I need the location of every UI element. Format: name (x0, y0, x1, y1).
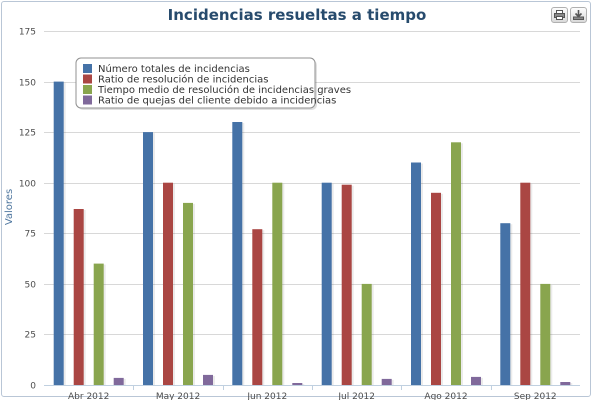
legend-swatch[interactable] (83, 85, 92, 94)
bar[interactable] (232, 122, 243, 385)
x-tick-label: Ago 2012 (424, 392, 467, 400)
bar-shadow (103, 264, 106, 385)
legend-swatch[interactable] (83, 95, 92, 105)
bar-shadow (441, 193, 443, 385)
x-tick-label: Jun 2012 (246, 392, 287, 400)
legend-item-label[interactable]: Número totales de incidencias (98, 63, 250, 75)
bar[interactable] (292, 383, 303, 385)
bar[interactable] (113, 377, 124, 385)
legend-item-label[interactable]: Ratio de resolución de incidencias (98, 74, 268, 86)
bar-shadow (282, 183, 285, 385)
export-button[interactable] (570, 7, 587, 23)
bars (53, 81, 573, 386)
bar[interactable] (471, 376, 481, 385)
y-axis-title: Valores (4, 189, 15, 225)
legend-swatch[interactable] (83, 64, 92, 73)
y-tick-label: 125 (19, 129, 36, 139)
x-tick-label: Abr 2012 (68, 392, 109, 400)
chart-title: Incidencias resueltas a tiempo (167, 6, 427, 24)
bar[interactable] (341, 184, 352, 385)
bar[interactable] (93, 263, 104, 385)
bar-shadow (262, 230, 265, 385)
bar-shadow (153, 133, 155, 385)
y-tick-label: 50 (25, 281, 37, 291)
bar-shadow (461, 143, 463, 385)
bar-shadow (351, 185, 354, 385)
legend-swatch[interactable] (83, 74, 92, 84)
bar[interactable] (520, 182, 531, 385)
bar-shadow (481, 377, 483, 385)
y-tick-label: 175 (19, 28, 36, 38)
legend-box (75, 57, 316, 109)
bar[interactable] (252, 229, 263, 385)
bar[interactable] (560, 382, 571, 385)
bar[interactable] (381, 378, 392, 385)
axes: 0 25 50 75 100 125 150 175 Abr 2012 May 2012 Jun 2… (19, 28, 580, 400)
download-icon (573, 10, 584, 20)
x-tick-label: Jul 2012 (337, 392, 375, 400)
bar-shadow (242, 123, 245, 385)
bar-shadow (421, 163, 423, 385)
bar-shadow (83, 210, 86, 385)
y-tick-label: 150 (19, 79, 36, 89)
bar-shadow (391, 379, 394, 385)
bar[interactable] (203, 374, 213, 385)
bar[interactable] (361, 283, 372, 385)
bar-shadow (371, 284, 374, 385)
bar-shadow (331, 183, 334, 385)
bar[interactable] (143, 132, 153, 385)
bar[interactable] (183, 202, 193, 385)
y-tick-label: 0 (30, 382, 36, 392)
bar-shadow (213, 375, 215, 385)
bar[interactable] (53, 81, 64, 385)
bar-shadow (530, 183, 533, 385)
x-tick-label: May 2012 (156, 392, 200, 400)
bar-shadow (63, 82, 66, 385)
bar-shadow (302, 384, 305, 385)
bar-shadow (510, 224, 513, 385)
x-tick-label: Sep 2012 (514, 392, 557, 400)
bar-shadow (570, 383, 573, 385)
bar[interactable] (73, 209, 84, 385)
bar[interactable] (451, 142, 461, 385)
printer-icon (554, 10, 565, 20)
bar[interactable] (500, 223, 511, 385)
bar[interactable] (163, 182, 173, 385)
bar-shadow (123, 378, 126, 385)
bar-shadow (550, 284, 553, 385)
bar-shadow (173, 183, 175, 385)
bar[interactable] (431, 192, 441, 385)
bar[interactable] (540, 283, 551, 385)
bar-shadow (193, 203, 195, 385)
legend-item-label[interactable]: Tiempo medio de resolución de incidencia… (97, 84, 351, 96)
bar[interactable] (411, 162, 421, 386)
y-tick-label: 25 (25, 331, 36, 341)
y-tick-label: 100 (19, 180, 36, 190)
bar[interactable] (272, 182, 283, 385)
bar[interactable] (321, 182, 332, 385)
print-button[interactable] (551, 7, 568, 23)
legend-item-label[interactable]: Ratio de quejas del cliente debido a inc… (98, 96, 336, 107)
y-tick-label: 75 (25, 230, 36, 240)
